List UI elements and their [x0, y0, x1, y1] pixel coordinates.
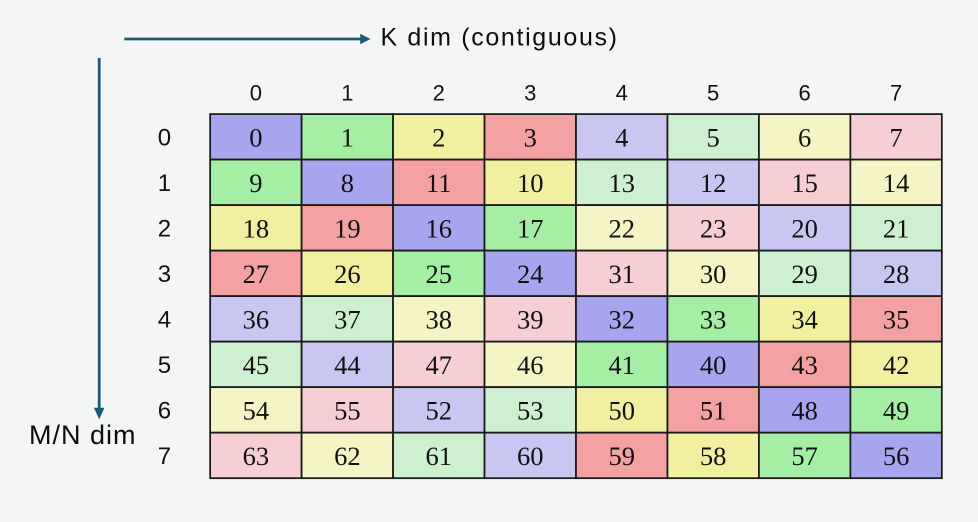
svg-text:6: 6 [799, 81, 811, 106]
svg-text:35: 35 [883, 304, 910, 334]
svg-text:32: 32 [608, 304, 635, 334]
svg-text:1: 1 [341, 81, 353, 106]
svg-text:55: 55 [334, 395, 361, 425]
svg-text:36: 36 [243, 304, 270, 334]
svg-text:58: 58 [700, 441, 727, 471]
svg-text:39: 39 [517, 304, 544, 334]
svg-text:21: 21 [883, 213, 910, 243]
svg-text:0: 0 [158, 125, 171, 152]
svg-text:5: 5 [707, 81, 719, 106]
svg-text:57: 57 [791, 441, 818, 471]
svg-text:14: 14 [883, 168, 910, 198]
svg-text:11: 11 [426, 168, 452, 198]
svg-text:30: 30 [700, 259, 727, 289]
svg-text:17: 17 [517, 213, 544, 243]
svg-text:24: 24 [517, 259, 544, 289]
svg-text:51: 51 [700, 395, 727, 425]
svg-text:18: 18 [243, 213, 270, 243]
svg-text:19: 19 [334, 213, 361, 243]
svg-text:43: 43 [791, 350, 818, 380]
svg-text:20: 20 [791, 213, 818, 243]
svg-text:60: 60 [517, 441, 544, 471]
svg-text:48: 48 [791, 395, 818, 425]
svg-text:6: 6 [798, 122, 811, 152]
svg-text:56: 56 [883, 441, 910, 471]
svg-text:7: 7 [889, 122, 902, 152]
svg-text:31: 31 [608, 259, 635, 289]
svg-text:2: 2 [432, 122, 445, 152]
svg-text:K dim (contiguous): K dim (contiguous) [381, 24, 619, 52]
svg-text:61: 61 [426, 441, 453, 471]
svg-text:29: 29 [791, 259, 818, 289]
svg-text:50: 50 [608, 395, 635, 425]
svg-text:44: 44 [334, 350, 361, 380]
svg-text:0: 0 [249, 122, 262, 152]
svg-text:M/N dim: M/N dim [29, 420, 137, 450]
svg-text:6: 6 [158, 398, 171, 425]
svg-text:59: 59 [608, 441, 635, 471]
svg-text:41: 41 [608, 350, 635, 380]
svg-text:28: 28 [883, 259, 910, 289]
svg-text:9: 9 [249, 168, 262, 198]
svg-text:62: 62 [334, 441, 361, 471]
svg-text:1: 1 [341, 122, 354, 152]
svg-text:53: 53 [517, 395, 544, 425]
svg-text:34: 34 [791, 304, 818, 334]
svg-text:25: 25 [426, 259, 453, 289]
svg-text:16: 16 [426, 213, 453, 243]
svg-text:3: 3 [524, 81, 536, 106]
svg-text:10: 10 [517, 168, 544, 198]
svg-text:37: 37 [334, 304, 361, 334]
svg-text:40: 40 [700, 350, 727, 380]
svg-text:38: 38 [426, 304, 453, 334]
svg-text:13: 13 [608, 168, 635, 198]
svg-text:7: 7 [890, 81, 902, 106]
svg-text:15: 15 [791, 168, 818, 198]
svg-text:23: 23 [700, 213, 727, 243]
svg-text:42: 42 [883, 350, 910, 380]
svg-text:5: 5 [707, 122, 720, 152]
svg-text:7: 7 [158, 443, 171, 470]
svg-text:3: 3 [158, 261, 171, 288]
svg-text:2: 2 [158, 216, 171, 243]
svg-text:46: 46 [517, 350, 544, 380]
svg-text:27: 27 [243, 259, 270, 289]
svg-text:12: 12 [700, 168, 727, 198]
svg-text:3: 3 [524, 122, 537, 152]
svg-text:52: 52 [426, 395, 453, 425]
svg-text:49: 49 [883, 395, 910, 425]
svg-text:22: 22 [608, 213, 635, 243]
svg-text:0: 0 [250, 81, 262, 106]
svg-text:5: 5 [158, 352, 171, 379]
svg-text:26: 26 [334, 259, 361, 289]
svg-text:1: 1 [158, 170, 171, 197]
svg-text:4: 4 [616, 81, 628, 106]
svg-text:4: 4 [615, 122, 628, 152]
svg-text:8: 8 [341, 168, 354, 198]
svg-text:47: 47 [426, 350, 453, 380]
svg-text:45: 45 [243, 350, 270, 380]
svg-text:33: 33 [700, 304, 727, 334]
svg-text:54: 54 [243, 395, 270, 425]
svg-text:4: 4 [158, 307, 171, 334]
svg-text:2: 2 [433, 81, 445, 106]
svg-text:63: 63 [243, 441, 270, 471]
